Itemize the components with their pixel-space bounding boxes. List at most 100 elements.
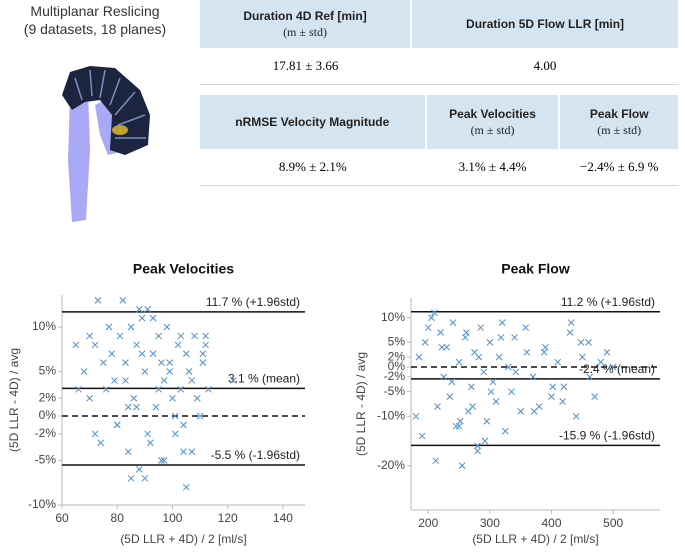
data-point <box>572 412 580 420</box>
data-point <box>160 457 168 464</box>
caption-line: Multiplanar Reslicing <box>30 3 160 19</box>
header-title: Duration 4D Ref [min] <box>243 8 367 23</box>
data-point <box>158 457 165 464</box>
data-point <box>72 341 80 349</box>
data-point <box>577 339 585 346</box>
reference-label: -5.5 % (-1.96std) <box>211 448 300 462</box>
data-point <box>180 421 187 429</box>
data-point <box>512 368 520 376</box>
data-point <box>138 314 146 322</box>
data-point <box>102 385 110 393</box>
chart-title: Peak Flow <box>501 261 570 277</box>
data-point <box>127 474 135 482</box>
data-point <box>443 343 451 351</box>
y-tick-label: -10% <box>377 408 405 422</box>
header-cell: Peak Velocities (m ± std) <box>425 95 561 149</box>
header-title: Duration 5D Flow LLR [min] <box>466 17 625 31</box>
data-point <box>149 314 157 322</box>
y-tick-label: -10% <box>28 497 56 511</box>
data-point <box>609 363 617 371</box>
figure-caption: Multiplanar Reslicing (9 datasets, 18 pl… <box>0 2 190 38</box>
x-tick-label: 80 <box>111 511 125 525</box>
data-point <box>135 466 143 473</box>
data-point <box>182 350 190 358</box>
y-tick-label: -20% <box>377 458 405 472</box>
data-point <box>458 462 466 469</box>
y-tick-label: -2% <box>384 369 406 383</box>
data-point <box>188 448 196 455</box>
data-point <box>463 329 470 336</box>
x-axis-label: (5D LLR + 4D) / 2 [ml/s] <box>120 532 246 546</box>
data-point <box>497 334 505 341</box>
data-point <box>567 319 575 327</box>
y-tick-label: 2% <box>39 390 57 404</box>
data-point <box>124 448 132 455</box>
data-point <box>177 332 185 340</box>
data-point <box>511 334 518 341</box>
data-point <box>495 353 503 361</box>
x-tick-label: 500 <box>603 516 623 530</box>
data-point <box>119 296 127 304</box>
x-tick-label: 120 <box>218 511 238 525</box>
y-tick-label: -2% <box>35 426 57 440</box>
data-point <box>475 353 483 361</box>
data-point <box>108 350 116 358</box>
y-tick-label: 10% <box>381 310 405 324</box>
reference-label: 3.1 % (mean) <box>228 372 300 386</box>
data-point <box>522 324 529 331</box>
data-point <box>155 332 163 340</box>
reference-label: -2.4 % (mean) <box>579 362 655 376</box>
header-subtitle: (m ± std) <box>470 122 515 137</box>
data-point <box>480 368 488 376</box>
data-point <box>440 373 448 381</box>
x-tick-label: 140 <box>273 511 293 525</box>
y-tick-label: -5% <box>384 384 406 398</box>
data-point <box>508 388 515 396</box>
header-title: Peak Velocities <box>449 106 536 121</box>
data-point <box>80 368 88 375</box>
data-point <box>94 296 102 304</box>
data-point <box>456 417 464 425</box>
data-point <box>144 430 151 438</box>
x-tick-label: 300 <box>480 516 500 530</box>
data-point <box>486 339 494 346</box>
data-point <box>492 398 500 405</box>
data-point <box>469 403 476 410</box>
data-point <box>100 359 107 366</box>
data-point <box>517 408 525 415</box>
data-point <box>166 368 174 375</box>
data-point <box>202 341 209 349</box>
data-point <box>185 368 193 375</box>
data-point <box>474 447 481 455</box>
header-title: Peak Flow <box>589 106 649 121</box>
value-cell: −2.4% ± 6.9 % <box>559 149 679 186</box>
data-point <box>548 393 555 400</box>
data-point <box>130 394 138 402</box>
data-point <box>111 377 118 384</box>
x-tick-label: 200 <box>418 516 438 530</box>
data-point <box>578 353 586 361</box>
data-point <box>560 383 568 391</box>
data-point <box>171 412 179 420</box>
header-cell: Peak Flow (m ± std) <box>559 95 680 149</box>
vessel-illustration <box>62 66 150 222</box>
header-title: nRMSE Velocity Magnitude <box>235 115 390 129</box>
x-tick-label: 100 <box>162 511 182 525</box>
caption-line: (9 datasets, 18 planes) <box>23 21 167 37</box>
data-point <box>177 385 185 393</box>
data-point <box>446 393 454 400</box>
data-point <box>554 358 562 366</box>
data-point <box>147 439 154 447</box>
data-point <box>474 442 481 450</box>
data-point <box>603 348 611 356</box>
data-point <box>415 353 423 361</box>
header-cell: nRMSE Velocity Magnitude <box>200 95 427 149</box>
y-axis-label: (5D LLR - 4D) / avg <box>7 348 21 452</box>
data-point <box>191 332 198 340</box>
data-point <box>597 358 605 366</box>
data-point <box>437 329 444 336</box>
data-point <box>586 373 594 381</box>
header-row: Duration 4D Ref [min] (m ± std) Duration 5… <box>200 0 680 48</box>
value-row: 8.9% ± 2.1% 3.1% ± 4.4% −2.4% ± 6.9 % <box>200 149 679 186</box>
